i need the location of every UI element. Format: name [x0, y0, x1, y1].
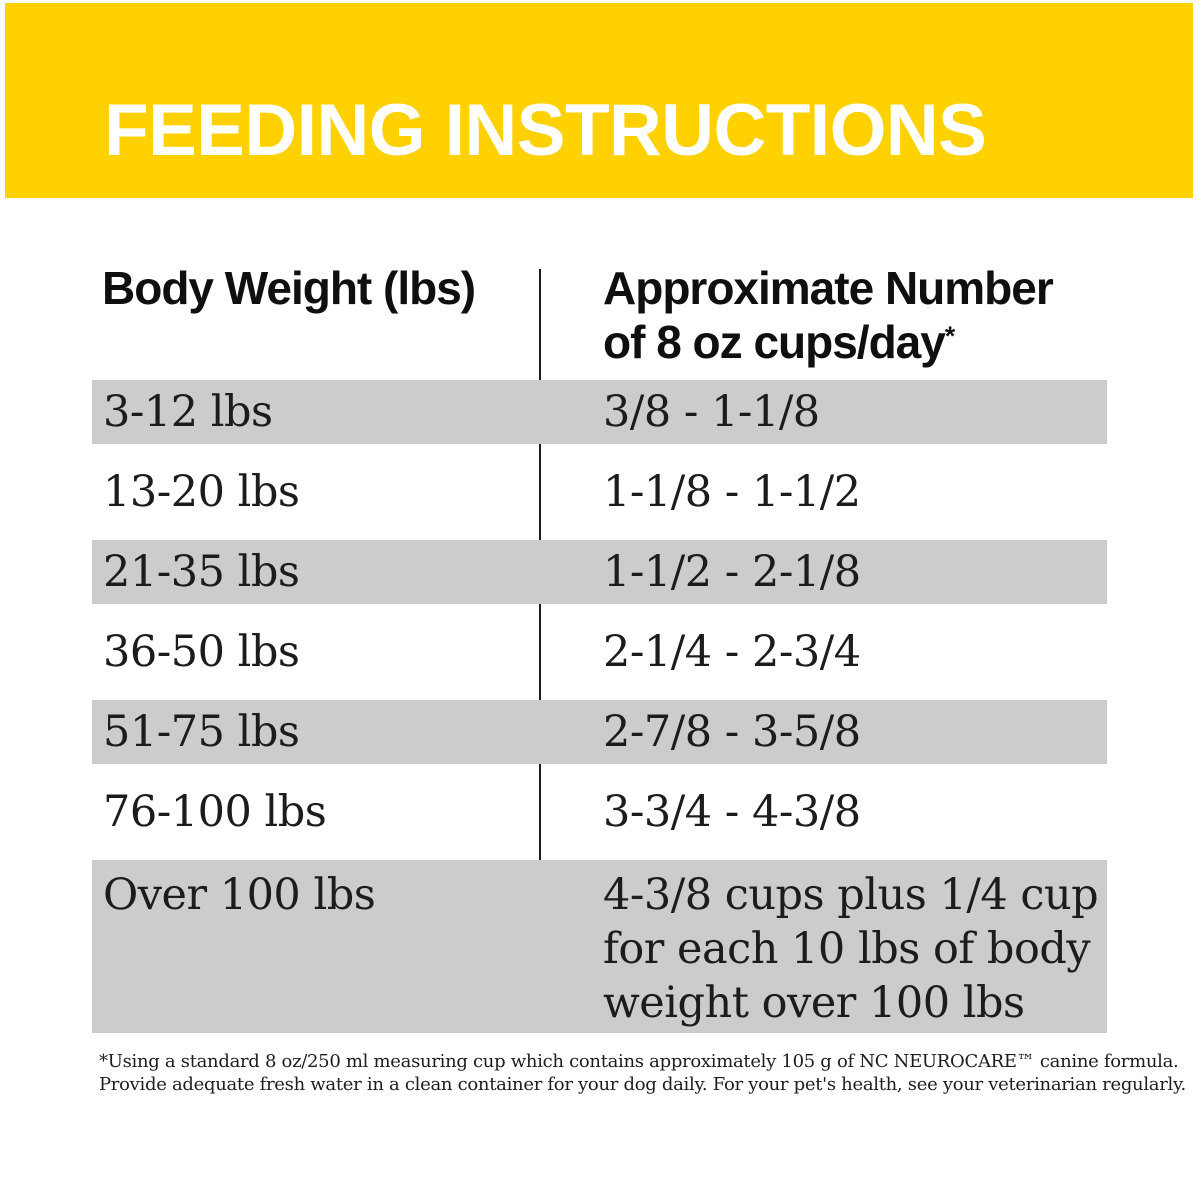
- cups-cell: 3-3/4 - 4-3/8: [603, 787, 861, 837]
- cups-cell: 2-1/4 - 2-3/4: [603, 627, 861, 677]
- column-divider: [539, 269, 541, 1033]
- banner: FEEDING INSTRUCTIONS: [5, 3, 1193, 198]
- footnote-marker: *: [944, 320, 956, 351]
- cups-cell-line-2: for each 10 lbs of body: [603, 924, 1091, 974]
- body-weight-cell: 36-50 lbs: [103, 627, 300, 677]
- footnote-line-1: *Using a standard 8 oz/250 ml measuring …: [99, 1051, 1179, 1072]
- body-weight-cell: 21-35 lbs: [103, 547, 300, 597]
- cups-cell: 4-3/8 cups plus 1/4 cup for each 10 lbs …: [603, 868, 1107, 1030]
- cups-cell: 1-1/8 - 1-1/2: [603, 467, 861, 517]
- table-row: 3-12 lbs 3/8 - 1-1/8: [92, 380, 1107, 444]
- body-weight-cell: 3-12 lbs: [103, 387, 273, 437]
- table-row: 51-75 lbs 2-7/8 - 3-5/8: [92, 700, 1107, 764]
- cups-cell: 1-1/2 - 2-1/8: [603, 547, 861, 597]
- table-row: 21-35 lbs 1-1/2 - 2-1/8: [92, 540, 1107, 604]
- body-weight-cell: 13-20 lbs: [103, 467, 300, 517]
- page-title: FEEDING INSTRUCTIONS: [104, 90, 987, 171]
- footnote: *Using a standard 8 oz/250 ml measuring …: [99, 1050, 1186, 1096]
- table-row: 76-100 lbs 3-3/4 - 4-3/8: [92, 764, 1107, 860]
- body-weight-cell: Over 100 lbs: [103, 870, 376, 920]
- body-weight-cell: 76-100 lbs: [103, 787, 327, 837]
- table-row: Over 100 lbs 4-3/8 cups plus 1/4 cup for…: [92, 860, 1107, 1033]
- cups-cell: 2-7/8 - 3-5/8: [603, 707, 861, 757]
- column-header-cups-line-2: of 8 oz cups/day*: [603, 316, 956, 368]
- cups-cell-line-3: weight over 100 lbs: [603, 978, 1025, 1028]
- table-body: 3-12 lbs 3/8 - 1-1/8 13-20 lbs 1-1/8 - 1…: [92, 380, 1107, 1033]
- table-row: 36-50 lbs 2-1/4 - 2-3/4: [92, 604, 1107, 700]
- body-weight-cell: 51-75 lbs: [103, 707, 300, 757]
- column-header-body-weight: Body Weight (lbs): [102, 262, 476, 314]
- column-header-cups-line-1: Approximate Number: [603, 262, 1054, 314]
- cups-cell-line-1: 4-3/8 cups plus 1/4 cup: [603, 870, 1099, 920]
- cups-cell: 3/8 - 1-1/8: [603, 387, 820, 437]
- footnote-line-2: Provide adequate fresh water in a clean …: [99, 1074, 1186, 1095]
- column-header-cups: Approximate Number of 8 oz cups/day*: [603, 261, 1054, 376]
- table-row: 13-20 lbs 1-1/8 - 1-1/2: [92, 444, 1107, 540]
